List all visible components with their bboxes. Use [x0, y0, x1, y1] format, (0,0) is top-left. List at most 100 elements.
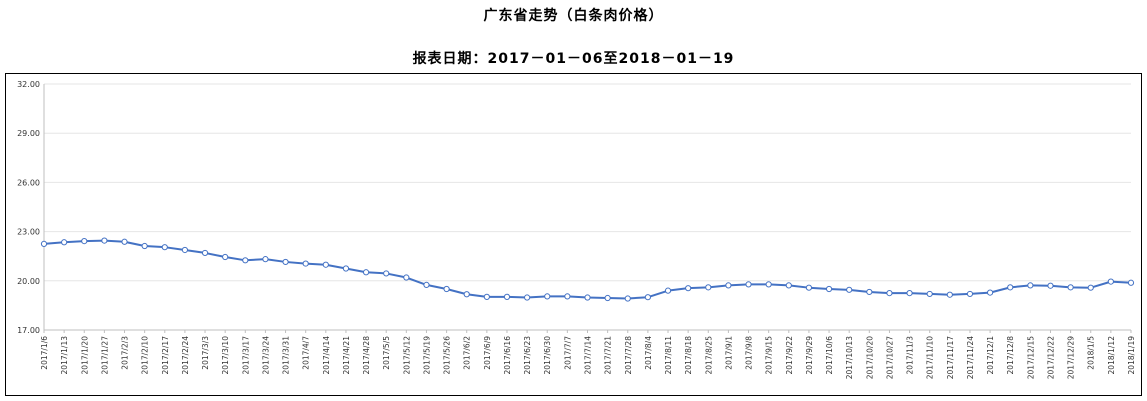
x-tick-label: 2017/9/29 — [805, 336, 814, 375]
data-point — [342, 265, 350, 272]
data-point — [544, 293, 551, 300]
data-point — [181, 246, 189, 254]
x-tick-label: 2017/5/12 — [402, 336, 411, 375]
x-tick-label: 2017/12/1 — [986, 336, 995, 375]
chart-title: 广东省走势（白条肉价格） — [483, 8, 664, 24]
data-point — [161, 244, 168, 251]
x-tick-label: 2017/9/1 — [724, 336, 733, 370]
x-tick-label: 2017/1/6 — [40, 336, 49, 370]
x-tick-label: 2017/2/10 — [141, 336, 150, 375]
x-tick-label: 2017/9/8 — [745, 336, 754, 370]
x-tick-label: 2017/5/5 — [382, 336, 391, 370]
x-tick-label: 2017/6/23 — [523, 336, 532, 375]
data-point — [926, 290, 933, 298]
x-tick-label: 2017/8/4 — [644, 336, 653, 370]
y-tick-label: 20.00 — [17, 277, 40, 286]
x-tick-label: 2017/10/6 — [825, 336, 834, 375]
x-tick-label: 2017/10/27 — [885, 336, 894, 379]
x-tick-label: 2018/1/5 — [1087, 336, 1096, 370]
x-tick-label: 2017/6/9 — [483, 336, 492, 370]
x-tick-label: 2017/4/21 — [342, 336, 351, 375]
data-point — [242, 257, 249, 264]
x-tick-label: 2017/1/27 — [100, 336, 109, 375]
x-tick-label: 2017/1/20 — [80, 336, 89, 375]
data-point — [141, 242, 148, 250]
x-tick-label: 2017/11/24 — [966, 336, 975, 379]
data-point — [483, 293, 490, 300]
x-tick-label: 2017/1/13 — [60, 336, 69, 375]
x-tick-label: 2017/11/17 — [946, 336, 955, 379]
x-tick-label: 2018/1/19 — [1127, 336, 1136, 375]
x-tick-label: 2017/3/31 — [282, 336, 291, 375]
data-point — [584, 294, 591, 301]
data-point — [503, 293, 511, 300]
data-point — [1047, 282, 1054, 289]
data-point — [443, 285, 450, 293]
data-point — [1087, 284, 1094, 291]
data-point — [1067, 284, 1074, 291]
data-point — [40, 240, 48, 247]
data-point — [1107, 278, 1114, 285]
data-point — [362, 269, 370, 276]
x-tick-label: 2017/7/28 — [624, 336, 633, 375]
data-point — [403, 274, 410, 281]
x-tick-label: 2017/12/29 — [1067, 336, 1076, 379]
x-tick-label: 2018/1/12 — [1107, 336, 1116, 375]
x-tick-label: 2017/7/14 — [584, 336, 593, 375]
data-point — [1127, 279, 1135, 286]
data-point — [1027, 282, 1034, 289]
data-point — [61, 239, 68, 246]
data-point — [282, 258, 289, 266]
data-point — [886, 290, 893, 297]
chart-subtitle: 报表日期：2017－01－06至2018－01－19 — [412, 51, 735, 67]
data-point — [966, 290, 974, 298]
x-tick-label: 2017/5/26 — [443, 336, 452, 375]
x-tick-label: 2017/2/3 — [121, 336, 130, 370]
x-tick-label: 2017/3/3 — [201, 336, 210, 370]
x-tick-label: 2017/7/7 — [563, 336, 572, 370]
data-point — [664, 287, 672, 294]
x-tick-label: 2017/12/22 — [1046, 336, 1055, 379]
data-point — [121, 238, 128, 245]
y-tick-label: 26.00 — [17, 178, 40, 187]
x-tick-label: 2017/5/19 — [422, 336, 431, 375]
x-tick-label: 2017/11/3 — [906, 336, 915, 375]
x-tick-label: 2017/10/20 — [865, 336, 874, 379]
x-tick-label: 2017/2/24 — [181, 336, 190, 375]
x-tick-label: 2017/11/10 — [926, 336, 935, 379]
x-tick-label: 2017/10/13 — [845, 336, 854, 379]
x-tick-label: 2017/12/15 — [1026, 336, 1035, 379]
x-tick-label: 2017/9/15 — [765, 336, 774, 375]
data-point — [986, 289, 994, 296]
x-tick-label: 2017/9/22 — [785, 336, 794, 375]
y-tick-label: 23.00 — [17, 228, 40, 237]
x-tick-label: 2017/3/17 — [241, 336, 250, 375]
data-point — [604, 294, 611, 302]
data-point — [201, 249, 209, 257]
data-point — [1007, 284, 1014, 291]
x-tick-label: 2017/4/7 — [302, 336, 311, 370]
data-point — [524, 294, 531, 301]
data-point — [222, 253, 229, 261]
data-point — [423, 281, 430, 288]
data-point — [624, 295, 631, 302]
x-tick-label: 2017/2/17 — [161, 336, 170, 375]
x-tick-label: 2017/4/28 — [362, 336, 371, 375]
x-tick-label: 2017/12/8 — [1006, 336, 1015, 375]
data-point — [262, 256, 269, 263]
data-point — [866, 288, 873, 296]
data-point — [685, 285, 692, 292]
data-point — [101, 237, 108, 244]
data-point — [383, 270, 390, 277]
x-tick-label: 2017/4/14 — [322, 336, 331, 375]
x-tick-label: 2017/3/24 — [261, 336, 270, 375]
y-tick-label: 29.00 — [17, 129, 40, 138]
data-point — [906, 290, 913, 297]
data-point — [765, 281, 772, 288]
x-tick-label: 2017/7/21 — [604, 336, 613, 375]
x-tick-label: 2017/6/30 — [543, 336, 552, 375]
data-point — [463, 291, 470, 298]
data-point — [825, 285, 833, 293]
data-point — [785, 282, 792, 289]
